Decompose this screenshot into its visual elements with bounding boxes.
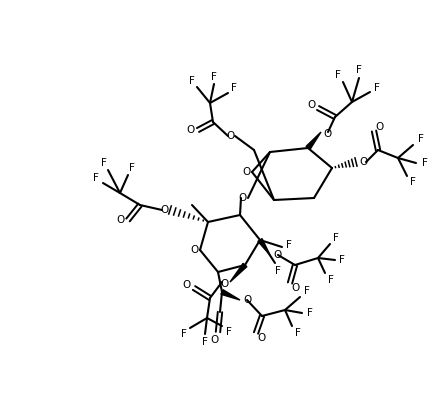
Text: F: F xyxy=(339,255,345,265)
Text: O: O xyxy=(160,205,168,215)
Text: F: F xyxy=(374,83,380,93)
Text: O: O xyxy=(376,122,384,132)
Text: O: O xyxy=(220,279,228,289)
Text: F: F xyxy=(226,327,232,337)
Polygon shape xyxy=(221,290,240,300)
Text: F: F xyxy=(335,70,341,80)
Text: O: O xyxy=(182,280,190,290)
Polygon shape xyxy=(306,132,321,150)
Text: O: O xyxy=(210,335,218,345)
Text: F: F xyxy=(356,65,362,75)
Text: F: F xyxy=(286,240,292,250)
Text: O: O xyxy=(226,131,234,141)
Text: F: F xyxy=(129,163,135,173)
Text: F: F xyxy=(231,83,237,93)
Text: F: F xyxy=(295,328,301,338)
Polygon shape xyxy=(230,263,247,282)
Text: F: F xyxy=(304,286,310,296)
Text: F: F xyxy=(410,177,416,187)
Text: O: O xyxy=(190,245,198,255)
Text: O: O xyxy=(186,125,194,135)
Text: O: O xyxy=(307,100,315,110)
Text: F: F xyxy=(189,76,195,86)
Text: F: F xyxy=(181,329,187,339)
Text: F: F xyxy=(101,158,107,168)
Text: F: F xyxy=(328,275,334,285)
Text: O: O xyxy=(238,193,246,203)
Text: O: O xyxy=(242,167,250,177)
Text: O: O xyxy=(273,250,281,260)
Text: O: O xyxy=(323,129,331,139)
Text: F: F xyxy=(275,266,281,276)
Text: O: O xyxy=(291,283,299,293)
Text: F: F xyxy=(333,233,339,243)
Text: F: F xyxy=(93,173,99,183)
Polygon shape xyxy=(258,239,270,255)
Text: O: O xyxy=(243,295,251,305)
Text: O: O xyxy=(116,215,124,225)
Text: F: F xyxy=(202,337,208,347)
Text: F: F xyxy=(211,72,217,82)
Text: O: O xyxy=(257,333,265,343)
Text: F: F xyxy=(418,134,424,144)
Text: O: O xyxy=(360,157,368,167)
Text: F: F xyxy=(422,158,428,168)
Text: F: F xyxy=(307,308,313,318)
